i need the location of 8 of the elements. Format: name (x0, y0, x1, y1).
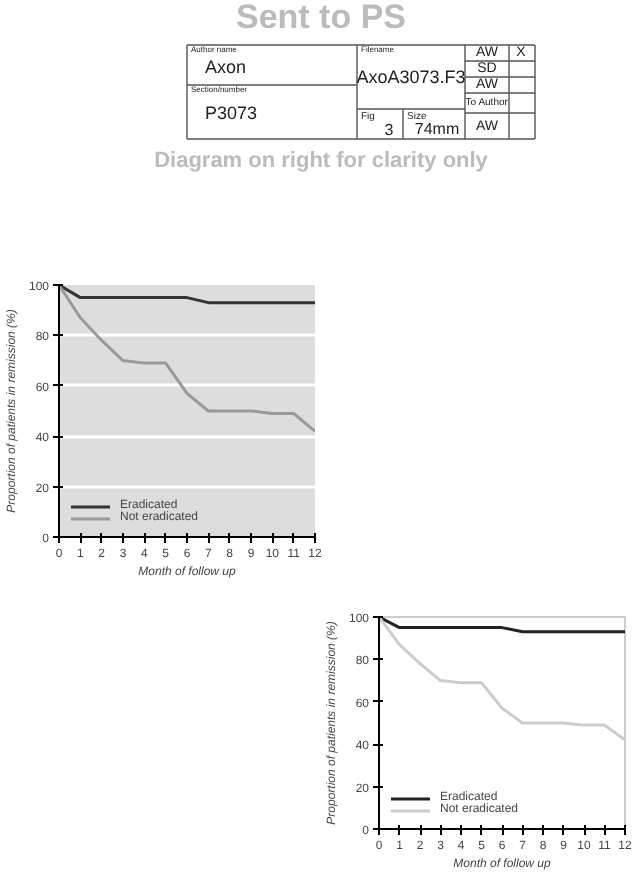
line-series (59, 285, 315, 433)
text: Diagram on right for clarity only (154, 149, 490, 173)
text: P3073 (205, 103, 258, 123)
text: 3 (384, 121, 395, 139)
text: Axon (205, 57, 247, 77)
text: AxoA3073.F3 (356, 67, 466, 87)
text: Sent to PS (235, 0, 407, 36)
text: 74mm (414, 120, 460, 138)
